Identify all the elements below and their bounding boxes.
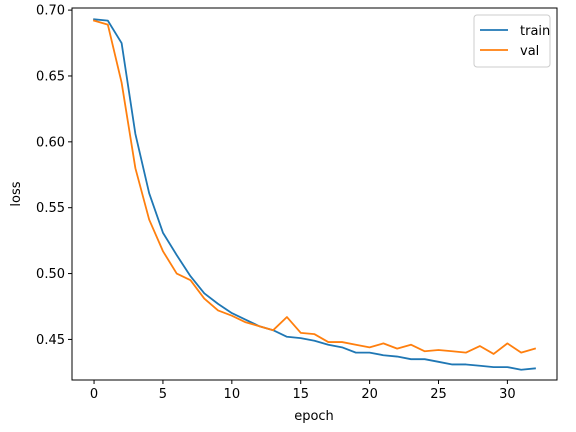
x-tick-label: 10	[224, 387, 241, 402]
x-tick-label: 25	[430, 387, 447, 402]
y-tick-label: 0.65	[36, 69, 65, 84]
y-tick-label: 0.70	[36, 4, 65, 19]
y-tick-label: 0.55	[36, 201, 65, 216]
series-line-val	[92, 19, 537, 355]
legend-label-val: val	[520, 44, 539, 59]
x-tick-label: 30	[499, 387, 516, 402]
legend-box	[473, 14, 551, 68]
x-tick-label: 5	[159, 387, 167, 402]
x-axis-ticks: 0 5 10 15 20 25 30	[90, 380, 516, 402]
legend-label-train: train	[520, 24, 550, 39]
y-tick-label: 0.45	[36, 333, 65, 348]
series-line-train	[93, 18, 536, 371]
series-layer	[92, 18, 537, 371]
plot-area-frame	[71, 7, 558, 381]
x-axis-title: epoch	[294, 409, 334, 424]
y-tick-label: 0.50	[36, 267, 65, 282]
legend: train val	[473, 14, 551, 68]
x-tick-label: 0	[90, 387, 98, 402]
x-tick-label: 20	[361, 387, 378, 402]
x-tick-label: 15	[292, 387, 309, 402]
y-axis-ticks: 0.45 0.50 0.55 0.60 0.65 0.70	[36, 4, 72, 348]
y-tick-label: 0.60	[36, 135, 65, 150]
y-axis-title: loss	[9, 181, 24, 206]
